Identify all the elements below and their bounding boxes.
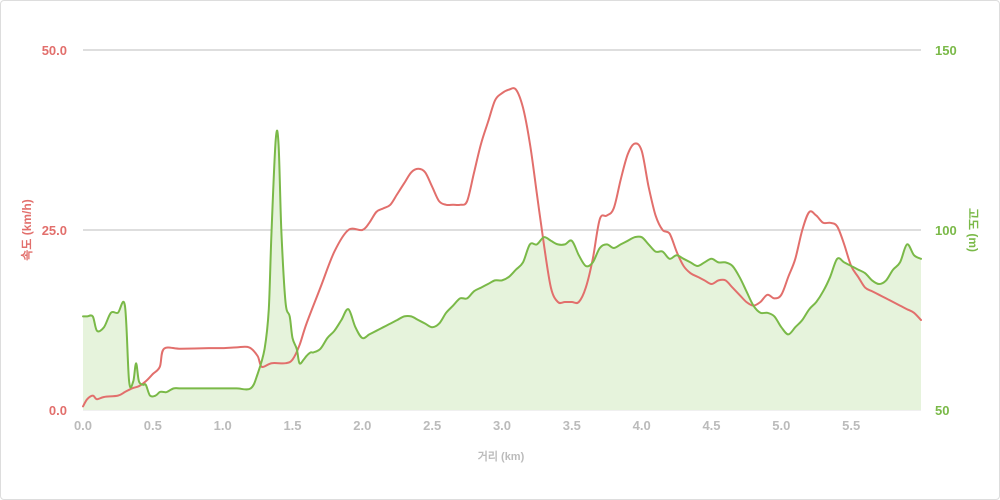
x-tick-label: 2.0 <box>353 418 371 433</box>
elevation-area-layer <box>83 130 921 411</box>
tick-labels-layer: 0.0 25.0 50.0 50 100 150 0.0 0.5 1.0 1.5 2.0 2.5 3.0… <box>42 43 957 433</box>
speed-series-line <box>82 87 922 408</box>
x-tick-label: 0.5 <box>144 418 162 433</box>
y-left-axis-title: 속도 (km/h) <box>20 199 34 260</box>
x-tick-label: 3.0 <box>493 418 511 433</box>
y-right-tick-label: 150 <box>935 43 957 58</box>
y-right-tick-label: 50 <box>935 403 949 418</box>
y-right-tick-label: 100 <box>935 223 957 238</box>
x-tick-label: 2.5 <box>423 418 441 433</box>
elevation-series-line <box>82 129 922 398</box>
y-left-tick-label: 50.0 <box>42 43 67 58</box>
x-tick-label: 0.0 <box>74 418 92 433</box>
x-tick-label: 4.5 <box>702 418 720 433</box>
x-tick-label: 5.0 <box>772 418 790 433</box>
y-left-tick-label: 0.0 <box>49 403 67 418</box>
x-tick-label: 5.5 <box>842 418 860 433</box>
x-tick-label: 1.0 <box>214 418 232 433</box>
x-tick-label: 4.0 <box>633 418 651 433</box>
series-lines-layer <box>82 87 922 408</box>
x-tick-label: 3.5 <box>563 418 581 433</box>
y-right-axis-title: 고도 (m) <box>966 208 980 252</box>
elevation-area-fill <box>83 130 921 411</box>
x-axis-title: 거리 (km) <box>478 449 525 463</box>
x-tick-label: 1.5 <box>283 418 301 433</box>
y-left-tick-label: 25.0 <box>42 223 67 238</box>
